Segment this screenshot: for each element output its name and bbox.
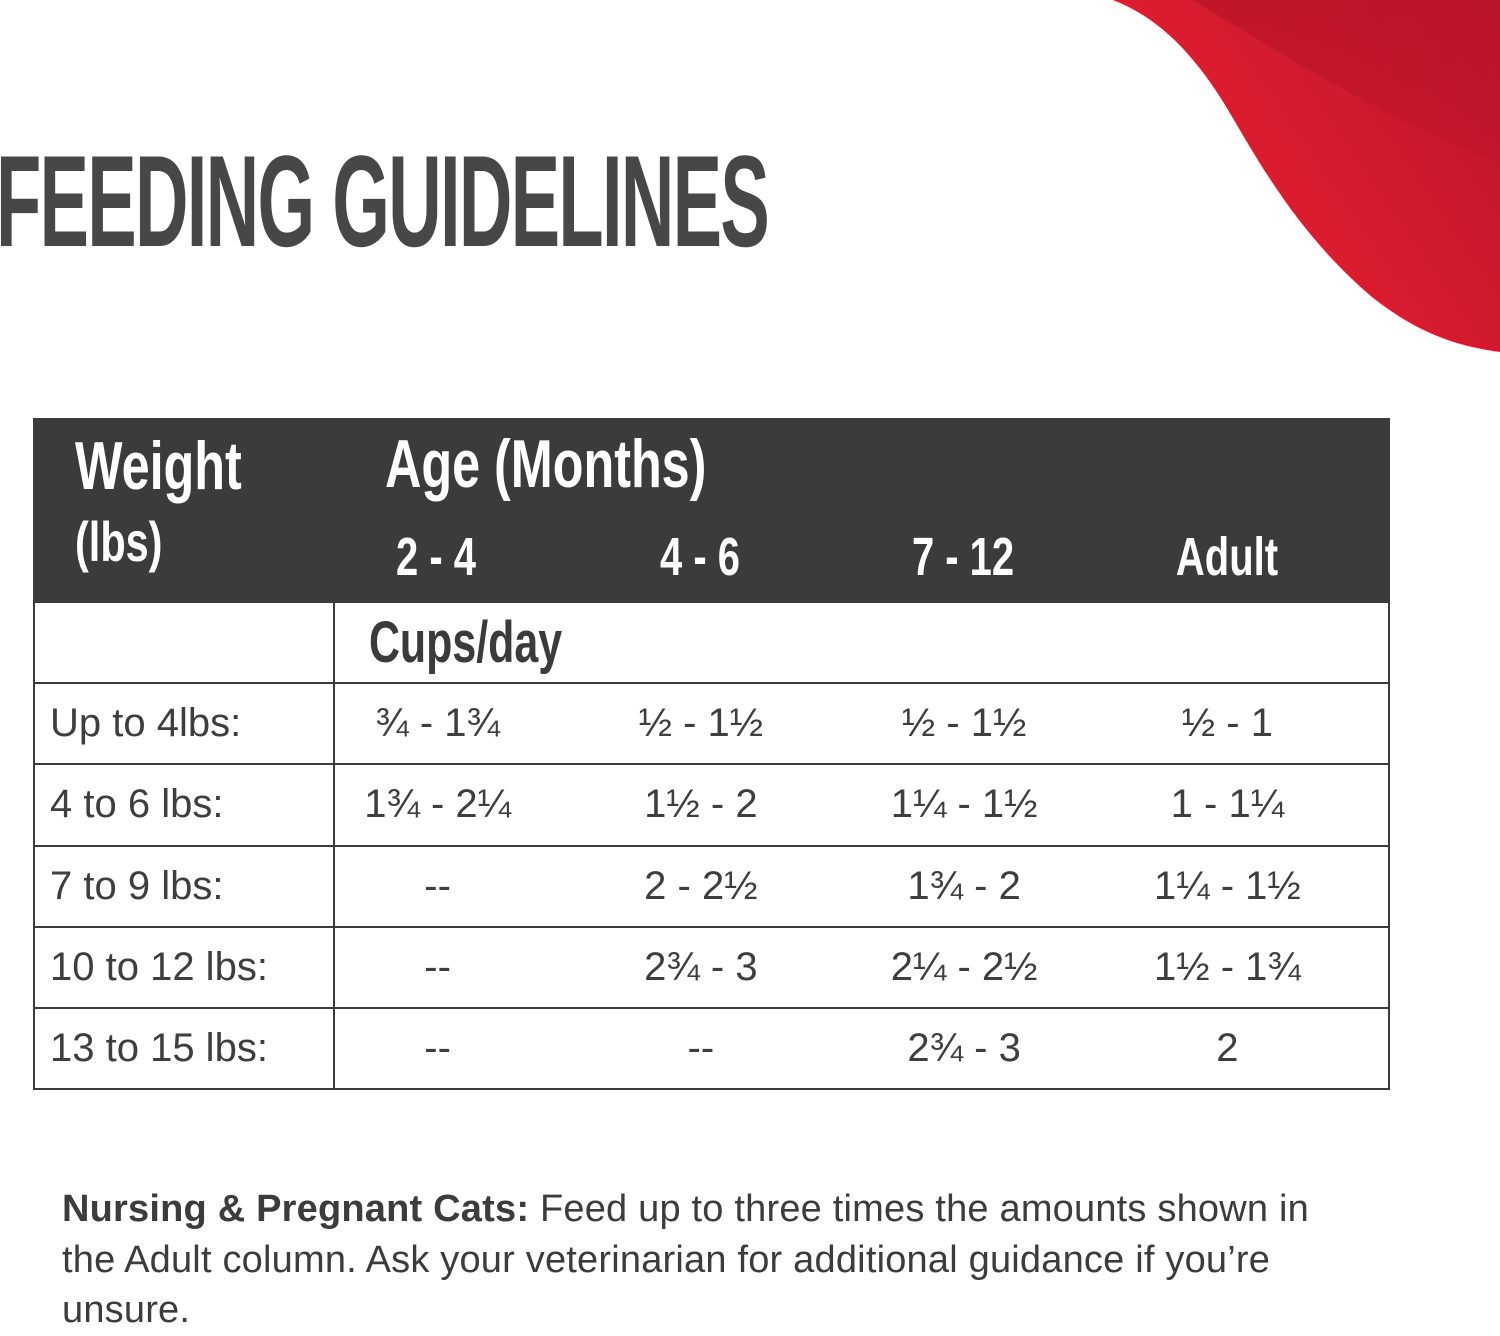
row-values: -- 2¾ - 3 2¼ - 2½ 1½ - 1¾ [333,927,1388,1007]
units-cell: Cups/day [335,613,654,672]
weight-range-label: Up to 4lbs: [50,701,242,746]
age-col-7-12: 7 - 12 [861,530,1125,584]
table-row: Up to 4lbs: ¾ - 1¾ ½ - 1½ ½ - 1½ ½ - 1 [35,682,1388,764]
row-values: -- 2 - 2½ 1¾ - 2 1¼ - 1½ [333,846,1388,926]
cups-value: ¾ - 1¾ [375,701,500,746]
cups-value: ½ - 1 [1181,701,1273,746]
age-col-label: 2 - 4 [395,527,476,587]
cups-value: 1¼ - 1½ [890,782,1038,827]
age-col-2-4: 2 - 4 [333,530,597,584]
cups-value: 1¼ - 1½ [1153,863,1301,908]
cups-value: 2¾ - 3 [907,1025,1021,1070]
age-col-4-6: 4 - 6 [597,530,861,584]
age-col-label: Adult [1176,527,1279,587]
table-row: 4 to 6 lbs: 1¾ - 2¼ 1½ - 2 1¼ - 1½ 1 - 1… [35,763,1388,845]
cups-value: 2 - 2½ [644,863,758,908]
age-group-header: Age (Months) [385,426,707,502]
page-title: FEEDING GUIDELINES [0,128,770,274]
table-row: 10 to 12 lbs: -- 2¾ - 3 2¼ - 2½ 1½ - 1¾ [35,925,1388,1007]
cups-value: 2¾ - 3 [644,944,758,989]
table-row: 13 to 15 lbs: -- -- 2¾ - 3 2 [35,1006,1388,1089]
cups-value: -- [687,1025,715,1070]
units-cells: Cups/day [333,603,1388,683]
row-values: -- -- 2¾ - 3 2 [333,1008,1388,1089]
units-text: Cups/day [368,609,563,675]
cups-value: ½ - 1½ [901,701,1027,746]
weight-units-header: (lbs) [75,510,163,573]
empty-cell [35,603,333,682]
nursing-pregnant-note: Nursing & Pregnant Cats: Feed up to thre… [62,1184,1362,1336]
cups-value: -- [424,863,451,908]
table-row: 7 to 9 lbs: -- 2 - 2½ 1¾ - 2 1¼ - 1½ [35,844,1388,926]
weight-range-label: 7 to 9 lbs: [50,863,224,908]
age-column-headers: 2 - 4 4 - 6 7 - 12 Adult [333,530,1388,584]
weight-range-label: 4 to 6 lbs: [50,782,224,827]
age-col-label: 7 - 12 [912,527,1015,587]
cups-value: 1½ - 2 [644,782,758,827]
row-values: 1¾ - 2¼ 1½ - 2 1¼ - 1½ 1 - 1¼ [333,765,1388,845]
cups-value: ½ - 1½ [638,701,764,746]
cups-value: 1½ - 1¾ [1153,944,1301,989]
cups-value: 2¼ - 2½ [890,944,1038,989]
cups-value: 1 - 1¼ [1170,782,1285,827]
table-body: Cups/day Up to 4lbs: ¾ - 1¾ ½ - 1½ ½ - 1… [35,603,1388,1089]
age-col-label: 4 - 6 [659,527,740,587]
units-row: Cups/day [35,603,1388,683]
cups-value: -- [424,944,451,989]
weight-range-label: 10 to 12 lbs: [50,944,268,989]
note-lead: Nursing & Pregnant Cats: [62,1188,530,1230]
weight-range-label: 13 to 15 lbs: [50,1025,268,1070]
age-col-adult: Adult [1124,530,1388,584]
weight-column-header: Weight [75,428,242,504]
cups-value: 1¾ - 2 [907,863,1021,908]
table-header: Weight (lbs) Age (Months) 2 - 4 4 - 6 7 … [35,420,1388,603]
cups-value: -- [424,1025,451,1070]
units-label: Cups/day [335,610,596,675]
feeding-guidelines-table: Weight (lbs) Age (Months) 2 - 4 4 - 6 7 … [33,418,1390,1090]
row-values: ¾ - 1¾ ½ - 1½ ½ - 1½ ½ - 1 [333,684,1388,764]
cups-value: 2 [1216,1025,1239,1070]
cups-value: 1¾ - 2¼ [364,782,511,827]
